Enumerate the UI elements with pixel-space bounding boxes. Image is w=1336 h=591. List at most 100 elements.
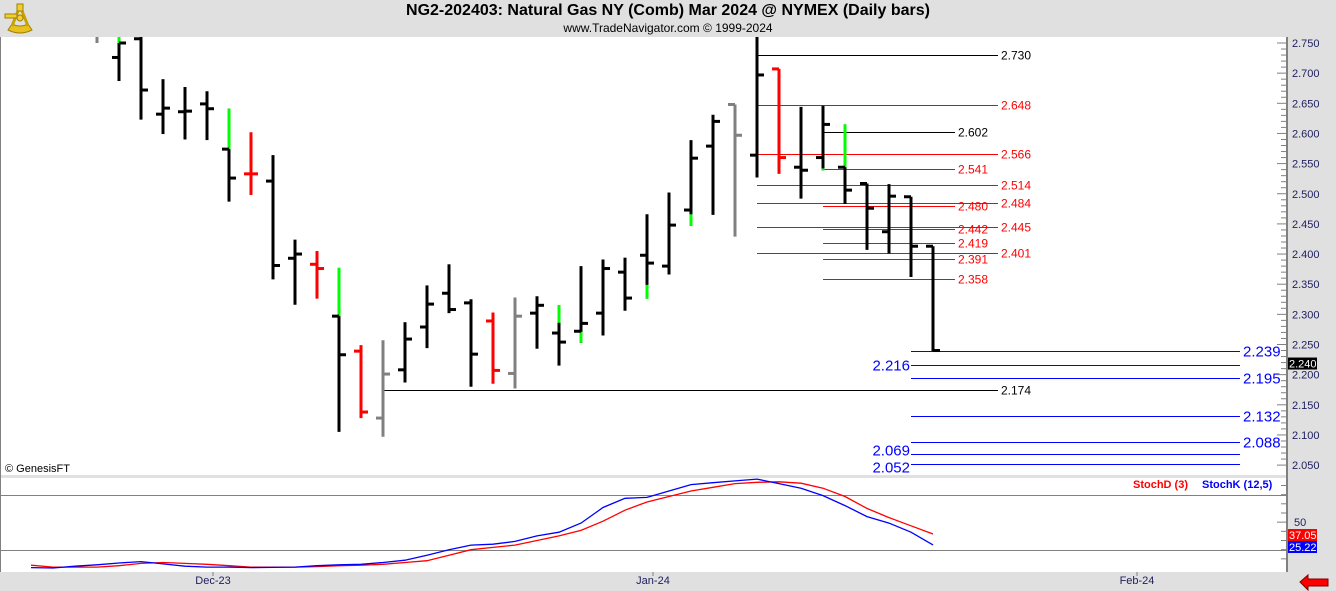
level-label: 2.052	[872, 460, 910, 477]
ohlc-bar	[178, 87, 192, 140]
chart-title: NG2-202403: Natural Gas NY (Comb) Mar 20…	[406, 2, 930, 19]
ohlc-bar	[310, 251, 324, 299]
copyright-label: © GenesisFT	[5, 463, 70, 475]
ohlc-bar	[420, 285, 434, 349]
stochd-value-box	[1288, 529, 1317, 541]
level-label: 2.514	[1001, 179, 1031, 193]
sextant-logo-icon	[4, 3, 33, 34]
level-label: 2.602	[958, 126, 988, 140]
stoch-pane[interactable]	[0, 478, 1287, 572]
level-label: 2.239	[1243, 344, 1281, 361]
stochd-value: 37.05	[1289, 530, 1317, 542]
stochd-line	[30, 481, 934, 568]
level-label: 2.069	[872, 443, 910, 460]
ohlc-bar	[640, 214, 654, 299]
ohlc-bar	[508, 297, 522, 389]
level-label: 2.132	[1243, 409, 1281, 426]
level-label: 2.648	[1001, 99, 1031, 113]
ohlc-bar	[530, 296, 544, 349]
ohlc-bar	[486, 312, 500, 384]
ohlc-bar	[794, 106, 808, 199]
legend-stochd: StochD (3)	[1133, 479, 1188, 491]
level-label: 2.195	[1243, 371, 1281, 388]
ohlc-bar	[552, 305, 566, 366]
price-bars	[95, 37, 940, 437]
ohlc-bar	[244, 132, 258, 195]
price-axis-label: 2.350	[1292, 279, 1320, 291]
price-axis-label: 2.700	[1292, 68, 1320, 80]
ohlc-bar	[200, 91, 214, 141]
ohlc-bar	[574, 266, 588, 343]
price-axis[interactable]: 2.050 2.100 2.150 2.200 2.250 2.300 2.350 2.400…	[1277, 38, 1320, 472]
price-axis-label: 2.100	[1292, 430, 1320, 442]
ohlc-bar	[332, 267, 346, 432]
ohlc-bar	[618, 257, 632, 311]
ohlc-bar	[684, 140, 698, 226]
level-label: 2.088	[1243, 435, 1281, 452]
ohlc-bar	[222, 108, 236, 202]
price-axis-label: 2.550	[1292, 159, 1320, 171]
price-axis-label: 2.450	[1292, 219, 1320, 231]
ohlc-bar	[354, 345, 368, 419]
price-axis-label: 2.200	[1292, 370, 1320, 382]
level-label: 2.216	[872, 358, 910, 375]
ohlc-bar	[398, 322, 412, 383]
level-label: 2.541	[958, 163, 988, 177]
ohlc-bar	[706, 114, 720, 215]
level-label: 2.419	[958, 237, 988, 251]
stochk-value-box	[1288, 541, 1317, 553]
ohlc-bar	[464, 299, 478, 387]
level-label: 2.445	[1001, 221, 1031, 235]
ohlc-bar	[376, 340, 390, 437]
level-label: 2.480	[958, 200, 988, 214]
date-axis-label: Jan-24	[636, 575, 670, 587]
price-axis-label: 2.400	[1292, 249, 1320, 261]
price-axis-label: 2.750	[1292, 38, 1320, 50]
stochastic-plot	[1, 478, 1287, 569]
ohlc-bar	[156, 79, 170, 135]
price-axis-label: 2.600	[1292, 128, 1320, 140]
price-axis-label: 2.650	[1292, 98, 1320, 110]
ohlc-bar	[112, 37, 126, 81]
level-label: 2.174	[1001, 384, 1031, 398]
price-axis-label: 2.150	[1292, 400, 1320, 412]
level-label: 2.484	[1001, 197, 1031, 211]
chart-header: NG2-202403: Natural Gas NY (Comb) Mar 20…	[0, 0, 1336, 37]
ohlc-bar	[442, 264, 456, 314]
last-price-box	[1288, 357, 1317, 370]
price-axis-label: 2.500	[1292, 189, 1320, 201]
ohlc-bar	[95, 37, 99, 43]
stoch-axis-label: 50	[1294, 517, 1306, 529]
date-axis-label: Feb-24	[1120, 575, 1155, 587]
ohlc-bar	[882, 184, 896, 254]
chart-subtitle: www.TradeNavigator.com © 1999-2024	[563, 21, 773, 35]
ohlc-bar	[904, 195, 918, 277]
level-label: 2.730	[1001, 49, 1031, 63]
date-axis: Dec-23 Jan-24 Feb-24	[195, 572, 1154, 587]
level-label: 2.442	[958, 223, 988, 237]
ohlc-bar	[772, 67, 786, 174]
price-axis-label: 2.050	[1292, 460, 1320, 472]
ohlc-bar	[662, 192, 676, 275]
stochk-line	[30, 478, 934, 569]
ohlc-bar	[596, 259, 610, 336]
stochk-value: 25.22	[1289, 542, 1317, 554]
ohlc-bar	[288, 239, 302, 305]
ohlc-bar	[134, 37, 148, 120]
price-levels: 2.730 2.602 2.174 2.648 2.566 2.514 2.484 2.445…	[383, 49, 1281, 477]
scroll-left-arrow-icon[interactable]	[1299, 573, 1329, 591]
ohlc-bar	[860, 181, 874, 250]
price-axis-label: 2.250	[1292, 340, 1320, 352]
level-label: 2.566	[1001, 148, 1031, 162]
ohlc-bar	[750, 37, 764, 178]
ohlc-bar	[266, 155, 280, 280]
last-price-label: 2.240	[1289, 359, 1317, 371]
level-label: 2.401	[1001, 247, 1031, 261]
price-axis-label: 2.300	[1292, 309, 1320, 321]
legend-stochk: StochK (12,5)	[1202, 479, 1273, 491]
ohlc-bar	[926, 244, 940, 353]
ohlc-bar	[838, 124, 852, 205]
level-label: 2.358	[958, 273, 988, 287]
